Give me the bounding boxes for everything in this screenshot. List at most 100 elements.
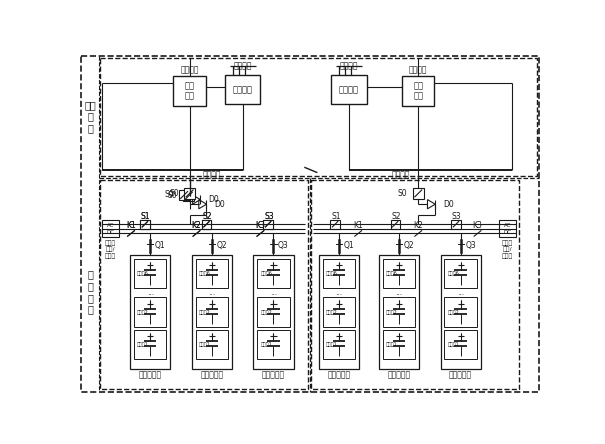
Bar [134,259,166,288]
Text: S2: S2 [391,212,401,221]
Text: 第二电池簇: 第二电池簇 [387,371,411,380]
Text: 电池符2: 电池符2 [448,309,459,314]
Bar [383,297,415,327]
Text: Q1: Q1 [155,241,166,250]
Bar [184,188,195,199]
Text: DC: DC [106,230,114,235]
Text: D0: D0 [208,195,219,204]
Text: K3: K3 [255,221,266,230]
Bar [440,255,480,369]
Bar [179,190,189,200]
Text: 第二电池簇: 第二电池簇 [200,371,223,380]
Text: 电
池
部
分: 电 池 部 分 [87,270,93,314]
Text: 直流每线: 直流每线 [391,170,410,179]
Bar [330,220,340,229]
Text: 电池符6: 电池符6 [137,271,149,276]
Text: 电池符1: 电池符1 [260,342,272,347]
Text: Q1: Q1 [344,241,354,250]
Text: 直流屏柜: 直流屏柜 [233,85,253,94]
Bar [134,330,166,359]
Bar [100,179,308,389]
Text: 第一电池簇: 第一电池簇 [327,371,350,380]
Bar [253,255,293,369]
Bar [323,259,355,288]
Text: 电池符1: 电池符1 [326,342,338,347]
Text: 第一电池簇: 第一电池簇 [139,371,162,380]
Bar [183,190,194,201]
Text: ...: ... [270,288,277,297]
Bar [445,259,477,288]
Bar [174,76,206,106]
Text: K2: K2 [192,221,201,230]
Text: S0: S0 [169,189,179,198]
Text: K3: K3 [255,221,266,230]
Text: 直流屏柜: 直流屏柜 [339,85,359,94]
Text: ...: ... [335,288,342,297]
Text: 电池符1: 电池符1 [386,342,397,347]
Bar [225,75,260,104]
Bar [100,58,537,176]
Text: S0: S0 [168,191,177,200]
Text: K2: K2 [192,221,201,230]
Text: S0: S0 [398,189,408,198]
Text: ...: ... [208,288,215,297]
Bar [102,220,119,237]
Text: 电池符2: 电池符2 [386,309,397,314]
Bar [202,220,211,229]
Text: K3: K3 [473,221,482,230]
Text: D0: D0 [214,200,225,209]
Text: 双向逆
变器/
核容器: 双向逆 变器/ 核容器 [502,240,513,259]
Bar [402,76,434,106]
Text: S3: S3 [264,212,273,221]
Text: S2: S2 [203,212,212,221]
Text: 双向逆
变器/
核容器: 双向逆 变器/ 核容器 [105,240,116,259]
Text: 直流输出: 直流输出 [234,61,252,70]
Text: K1: K1 [126,221,136,230]
Text: 电池符6: 电池符6 [326,271,338,276]
Text: S0: S0 [165,190,174,199]
Bar [257,330,290,359]
Text: 充电
模块: 充电 模块 [413,81,424,101]
Text: ...: ... [396,288,402,297]
Bar [383,330,415,359]
Text: 电池符1: 电池符1 [199,342,211,347]
Text: S1: S1 [141,212,151,221]
Text: 电池符2: 电池符2 [260,309,272,314]
Text: 第三电池簇: 第三电池簇 [449,371,472,380]
Bar [379,255,419,369]
Bar [134,297,166,327]
Text: 电池符6: 电池符6 [386,271,397,276]
Bar [383,259,415,288]
Bar [257,259,290,288]
Bar [331,75,367,104]
Text: D0: D0 [443,200,454,209]
Bar [257,297,290,327]
Text: 交流输入: 交流输入 [180,66,199,75]
Text: AC: AC [504,223,511,228]
Bar [451,220,460,229]
Bar [445,297,477,327]
Text: S2: S2 [203,212,212,221]
Text: ...: ... [457,288,464,297]
Text: AC: AC [106,223,114,228]
Text: 直流每线: 直流每线 [203,170,221,179]
Bar [196,330,228,359]
Bar [499,220,516,237]
Text: 直流输出: 直流输出 [339,61,358,70]
Text: K2: K2 [413,221,423,230]
Text: Q3: Q3 [278,241,289,250]
Text: ...: ... [147,288,154,297]
Bar [323,330,355,359]
Bar [413,188,423,199]
Text: 第三电池簇: 第三电池簇 [262,371,285,380]
Text: 电池符1: 电池符1 [137,342,149,347]
Bar [311,179,519,389]
Text: S1: S1 [141,212,151,221]
Bar [263,220,273,229]
Text: Q2: Q2 [217,241,227,250]
Bar [202,220,211,229]
Bar [140,220,149,229]
Text: K1: K1 [126,221,136,230]
Bar [196,259,228,288]
Bar [196,297,228,327]
